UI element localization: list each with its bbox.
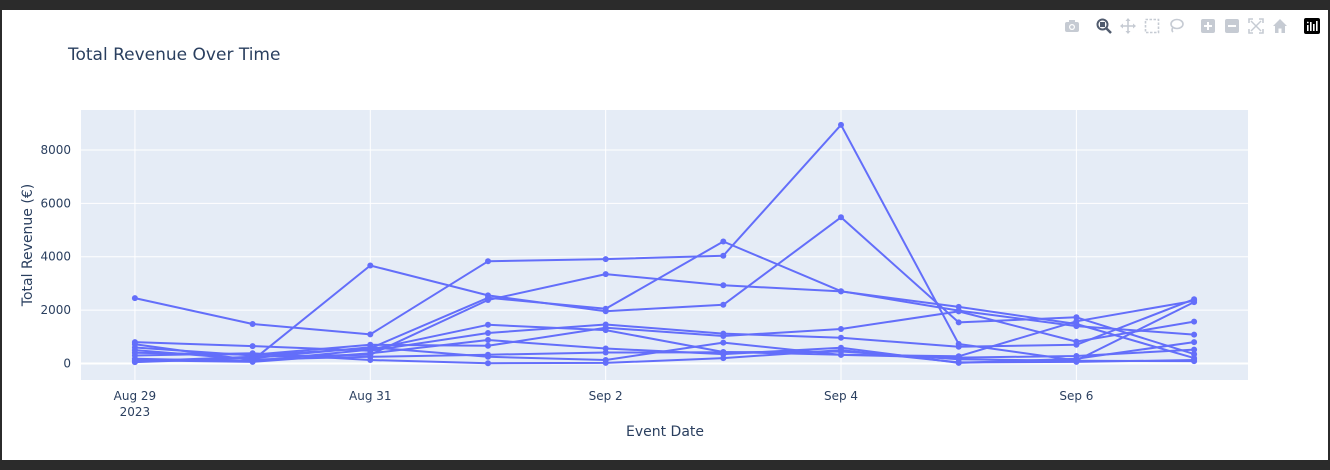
data-point[interactable]	[131, 295, 138, 302]
chart-svg: Total Revenue Over Time 0 2000 4000 6000 800…	[20, 45, 1248, 440]
data-point[interactable]	[602, 359, 609, 366]
x-tick-label: Sep 2	[589, 389, 623, 403]
data-point[interactable]	[602, 256, 609, 263]
data-point[interactable]	[1191, 346, 1198, 353]
lasso-select-icon[interactable]	[1164, 14, 1188, 38]
data-point[interactable]	[485, 337, 491, 343]
data-point[interactable]	[720, 355, 727, 362]
data-point[interactable]	[367, 262, 374, 269]
chart-frame: Total Revenue Over Time 0 2000 4000 6000 800…	[2, 10, 1328, 460]
data-point[interactable]	[1191, 331, 1198, 338]
y-axis-ticks: 0 2000 4000 6000 8000	[40, 143, 71, 370]
data-point[interactable]	[602, 271, 609, 278]
data-point[interactable]	[367, 331, 374, 338]
series-group	[131, 121, 1198, 367]
x-tick-label: Sep 6	[1059, 389, 1093, 403]
y-axis-label: Total Revenue (€)	[20, 184, 36, 307]
y-tick-label: 2000	[40, 303, 71, 317]
data-point[interactable]	[1073, 353, 1080, 359]
data-point[interactable]	[131, 352, 138, 359]
data-point[interactable]	[602, 349, 609, 356]
x-tick-sublabel: 2023	[120, 405, 151, 419]
chart-title: Total Revenue Over Time	[67, 45, 280, 65]
plotly-logo-icon[interactable]	[1300, 14, 1324, 38]
reset-axes-icon[interactable]	[1268, 14, 1292, 38]
data-point[interactable]	[838, 348, 844, 355]
data-point[interactable]	[955, 308, 962, 315]
data-point[interactable]	[367, 353, 374, 360]
series-5	[131, 296, 1198, 354]
data-point[interactable]	[131, 347, 138, 354]
data-point[interactable]	[602, 305, 609, 312]
zoom-icon[interactable]	[1092, 14, 1116, 38]
data-point[interactable]	[249, 343, 256, 350]
camera-icon[interactable]	[1060, 14, 1084, 38]
data-point[interactable]	[1073, 318, 1080, 325]
series-line	[134, 123, 1195, 362]
x-axis-ticks: Aug 29 2023 Aug 31 Sep 2 Sep 4 Sep 6	[114, 389, 1094, 419]
data-point[interactable]	[485, 294, 491, 301]
box-select-icon[interactable]	[1140, 14, 1164, 38]
series-line	[134, 310, 1195, 356]
data-point[interactable]	[1191, 297, 1198, 304]
data-point[interactable]	[249, 350, 256, 357]
data-point[interactable]	[720, 282, 727, 289]
data-point[interactable]	[720, 349, 727, 356]
data-point[interactable]	[720, 252, 727, 259]
series-line	[134, 349, 1195, 363]
data-point[interactable]	[1073, 338, 1080, 345]
y-tick-label: 0	[63, 356, 71, 370]
data-point[interactable]	[131, 339, 138, 346]
y-tick-label: 4000	[40, 250, 71, 264]
data-point[interactable]	[720, 301, 727, 308]
data-point[interactable]	[955, 343, 962, 350]
data-point[interactable]	[131, 359, 138, 366]
modebar	[1060, 14, 1324, 38]
data-point[interactable]	[485, 321, 491, 328]
data-point[interactable]	[485, 351, 491, 358]
data-point[interactable]	[720, 333, 727, 339]
data-point[interactable]	[1191, 339, 1198, 346]
data-point[interactable]	[249, 356, 256, 363]
x-tick-label: Aug 29	[114, 389, 157, 403]
data-point[interactable]	[1191, 358, 1198, 365]
data-point[interactable]	[720, 238, 727, 245]
y-tick-label: 6000	[40, 196, 71, 210]
data-point[interactable]	[838, 326, 844, 332]
data-point[interactable]	[838, 288, 844, 295]
data-point[interactable]	[485, 342, 491, 349]
x-tick-label: Sep 4	[824, 389, 858, 403]
series-line	[134, 216, 1195, 362]
data-point[interactable]	[1073, 357, 1080, 364]
autoscale-icon[interactable]	[1244, 14, 1268, 38]
data-point[interactable]	[720, 339, 727, 346]
data-point[interactable]	[838, 214, 844, 221]
series-line	[134, 341, 1195, 364]
data-point[interactable]	[485, 360, 491, 367]
series-line	[134, 298, 1195, 352]
data-point[interactable]	[485, 258, 491, 265]
data-point[interactable]	[249, 321, 256, 327]
zoom-in-icon[interactable]	[1196, 14, 1220, 38]
data-point[interactable]	[955, 356, 962, 363]
data-point[interactable]	[1191, 318, 1198, 325]
x-axis-label: Event Date	[626, 424, 704, 440]
pan-icon[interactable]	[1116, 14, 1140, 38]
data-point[interactable]	[1073, 323, 1080, 330]
data-point[interactable]	[955, 319, 962, 326]
data-point[interactable]	[367, 344, 374, 351]
series-line	[134, 349, 1195, 365]
y-tick-label: 8000	[40, 143, 71, 157]
x-tick-label: Aug 31	[349, 389, 392, 403]
data-point[interactable]	[838, 334, 844, 341]
data-point[interactable]	[485, 330, 491, 336]
zoom-out-icon[interactable]	[1220, 14, 1244, 38]
series-line	[134, 299, 1195, 363]
data-point[interactable]	[838, 121, 844, 128]
data-point[interactable]	[602, 327, 609, 334]
series-11	[131, 347, 1198, 365]
